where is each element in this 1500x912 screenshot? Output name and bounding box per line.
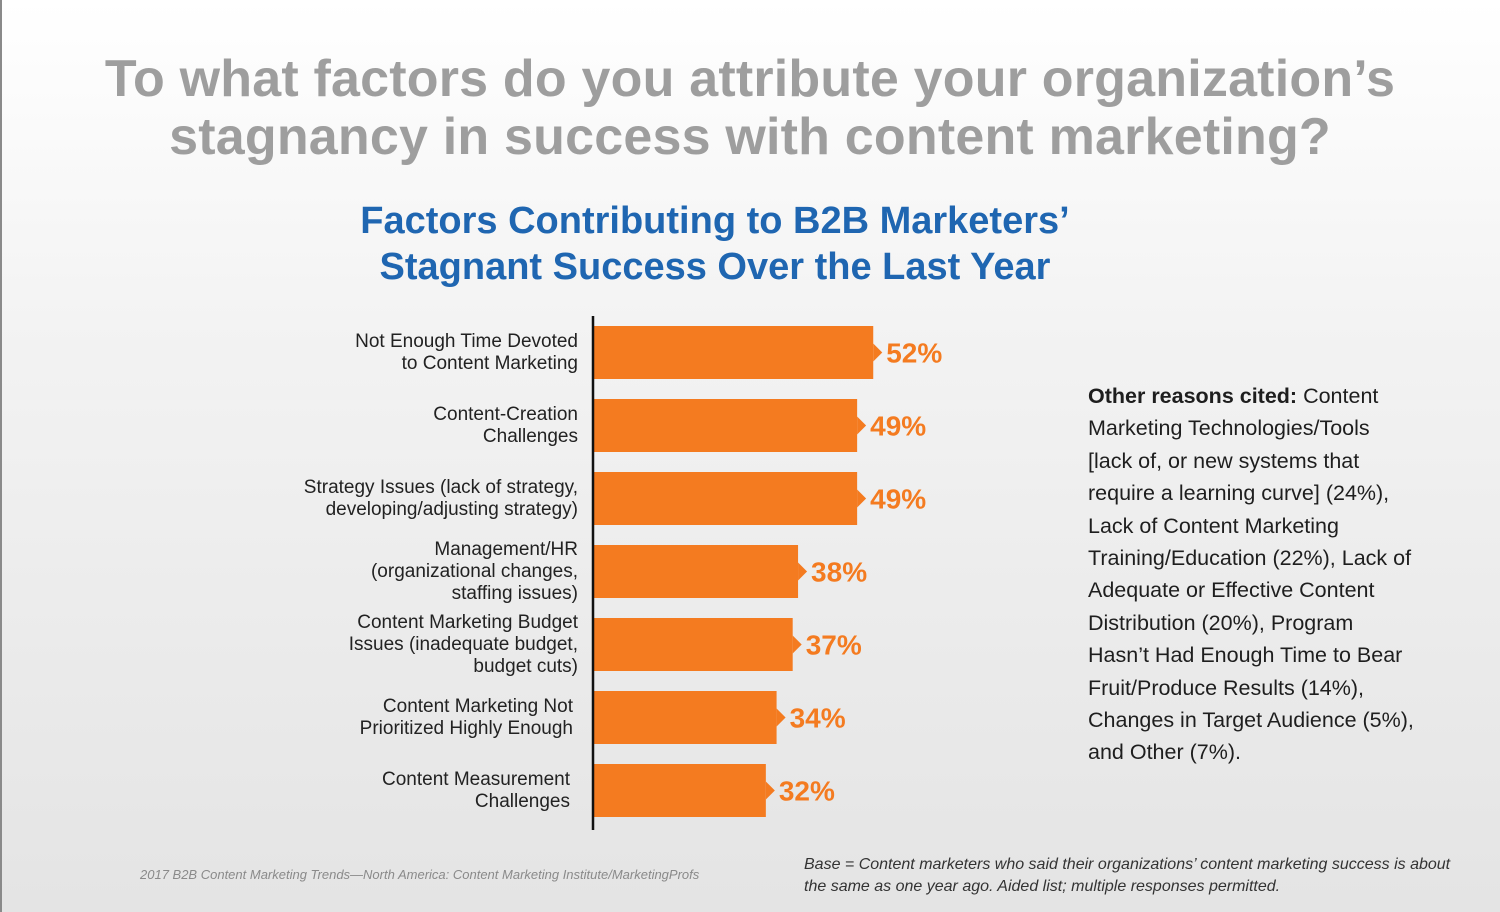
category-label-line: Strategy Issues (lack of strategy, — [303, 476, 578, 498]
category-label-line: Issues (inadequate budget, — [348, 633, 578, 655]
category-label-line: Not Enough Time Devoted — [355, 330, 578, 352]
category-label-7: Content Measurement Challenges — [382, 769, 570, 813]
bar-2 — [594, 399, 858, 452]
category-label-line: Management/HR — [434, 538, 578, 560]
category-label-1: Not Enough Time Devoted to Content Market… — [355, 331, 578, 375]
category-label-2: Content-Creation Challenges — [433, 404, 578, 448]
category-label-line: Prioritized Highly Enough — [359, 717, 573, 739]
other-reasons-heading: Other reasons cited: — [1088, 384, 1298, 408]
category-label-3: Strategy Issues (lack of strategy, develo… — [304, 477, 578, 521]
category-label-line: Challenges — [474, 790, 570, 812]
value-label-4: 38% — [811, 557, 867, 588]
bar-1 — [594, 326, 874, 379]
bar-pointer-3 — [857, 489, 867, 508]
source-citation: 2017 B2B Content Marketing Trends—North … — [140, 867, 700, 882]
category-label-5: Content Marketing Budget Issues (inadequa… — [349, 612, 578, 678]
category-label-line: Challenges — [482, 425, 578, 447]
bar-pointer-6 — [776, 708, 786, 727]
survey-question: To what factors do you attribute your or… — [0, 50, 1500, 166]
chart-title-line-1: Factors Contributing to B2B Marketers’ — [360, 200, 1070, 242]
bar-pointer-7 — [765, 781, 775, 800]
bar-4 — [594, 545, 799, 598]
category-label-line: Content Measurement — [382, 768, 570, 790]
value-label-2: 49% — [870, 411, 926, 442]
category-label-line: to Content Marketing — [401, 352, 578, 374]
value-label-6: 34% — [790, 703, 846, 734]
bar-pointer-1 — [873, 343, 883, 362]
bar-5 — [594, 618, 793, 671]
value-label-7: 32% — [779, 776, 835, 807]
bar-7 — [594, 764, 766, 817]
page-border — [0, 0, 2, 912]
category-label-4: Management/HR (organizational changes, sta… — [371, 539, 578, 605]
bar-pointer-4 — [798, 562, 808, 581]
category-label-line: (organizational changes, — [370, 560, 578, 582]
category-label-line: budget cuts) — [473, 655, 578, 677]
chart-title: Factors Contributing to B2B Marketers’ S… — [300, 198, 1130, 290]
category-label-line: Content-Creation — [433, 403, 578, 425]
bar-pointer-2 — [857, 416, 867, 435]
category-label-line: Content Marketing Budget — [357, 611, 578, 633]
bar-pointer-5 — [792, 635, 802, 654]
other-reasons-text: Content Marketing Technologies/Tools [la… — [1088, 384, 1414, 765]
survey-question-line-1: To what factors do you attribute your or… — [104, 50, 1396, 108]
bar-3 — [594, 472, 858, 525]
category-label-line: developing/adjusting strategy) — [325, 498, 578, 520]
category-label-line: Content Marketing Not — [382, 695, 573, 717]
value-label-5: 37% — [806, 630, 862, 661]
value-label-3: 49% — [870, 484, 926, 515]
chart-title-line-2: Stagnant Success Over the Last Year — [379, 246, 1051, 288]
value-label-1: 52% — [886, 338, 942, 369]
bar-6 — [594, 691, 777, 744]
category-label-6: Content Marketing Not Prioritized Highly … — [360, 696, 573, 740]
other-reasons-note: Other reasons cited: Content Marketing T… — [1088, 380, 1418, 769]
category-label-line: staffing issues) — [451, 582, 578, 604]
survey-question-line-2: stagnancy in success with content market… — [169, 108, 1331, 166]
base-note: Base = Content marketers who said their … — [804, 856, 1451, 895]
